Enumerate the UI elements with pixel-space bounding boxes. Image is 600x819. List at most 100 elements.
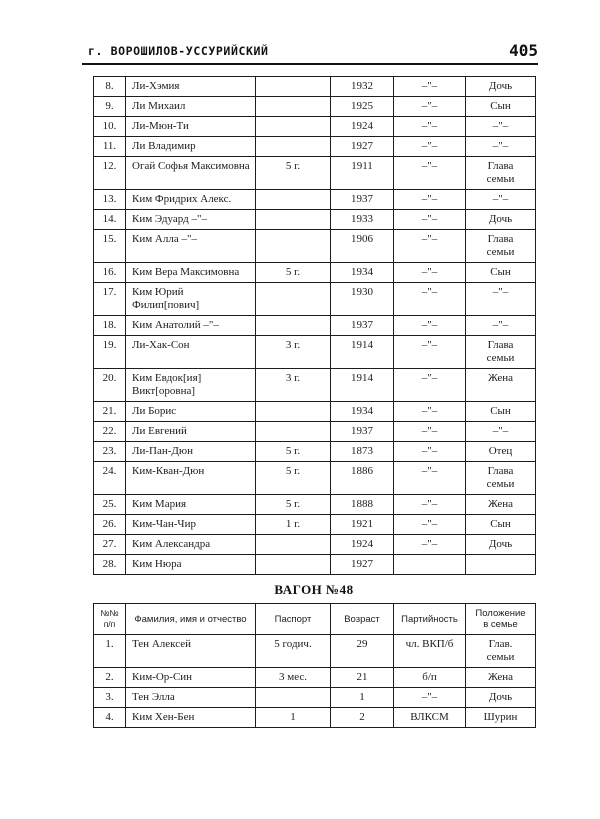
cell-number: 27.	[93, 534, 126, 555]
cell-passport: 5 годич.	[255, 634, 331, 668]
cell-year: 1911	[330, 156, 394, 190]
table-row: 10. Ли-Мюн-Ти 1924 –"– –"–	[93, 116, 536, 137]
cell-age: 29	[330, 634, 394, 668]
cell-family: –"–	[465, 136, 536, 157]
cell-number: 20.	[93, 368, 126, 402]
cell-passport	[255, 421, 331, 442]
cell-year: 1934	[330, 401, 394, 422]
table-row: 3. Тен Элла 1 –"– Дочь	[93, 687, 536, 708]
col-header-party: Партийность	[393, 603, 466, 635]
cell-family: –"–	[465, 421, 536, 442]
cell-family: –"–	[465, 282, 536, 316]
table-row: 16. Ким Вера Максимовна 5 г. 1934 –"– Сын	[93, 262, 536, 283]
table-row: 18. Ким Анатолий –"– 1937 –"– –"–	[93, 315, 536, 336]
table-row: 21. Ли Борис 1934 –"– Сын	[93, 401, 536, 422]
col-header-family: Положение в семье	[465, 603, 536, 635]
cell-party: чл. ВКП/б	[393, 634, 466, 668]
cell-passport: 1 г.	[255, 514, 331, 535]
cell-number: 26.	[93, 514, 126, 535]
cell-party: б/п	[393, 667, 466, 688]
cell-party: –"–	[393, 461, 466, 495]
cell-family: Дочь	[465, 534, 536, 555]
table-row: 27. Ким Александра 1924 –"– Дочь	[93, 534, 536, 555]
table-row: 28. Ким Нюра 1927	[93, 554, 536, 575]
cell-name: Ким Мария	[125, 494, 256, 515]
cell-year: 1933	[330, 209, 394, 230]
cell-year: 1924	[330, 534, 394, 555]
cell-age: 21	[330, 667, 394, 688]
cell-number: 2.	[93, 667, 126, 688]
table-row: 22. Ли Евгений 1937 –"– –"–	[93, 421, 536, 442]
cell-number: 19.	[93, 335, 126, 369]
header-row: №№ п/п Фамилия, имя и отчество Паспорт В…	[93, 603, 536, 635]
cell-passport	[255, 282, 331, 316]
cell-number: 23.	[93, 441, 126, 462]
cell-number: 8.	[93, 76, 126, 97]
table-row: 26. Ким-Чан-Чир 1 г. 1921 –"– Сын	[93, 514, 536, 535]
cell-party: –"–	[393, 229, 466, 263]
cell-family: Жена	[465, 667, 536, 688]
cell-passport: 5 г.	[255, 494, 331, 515]
deportee-table-continued: 8. Ли-Хэмия 1932 –"– Дочь 9. Ли Михаил 1925 –"–…	[93, 76, 536, 575]
cell-name: Ли Борис	[125, 401, 256, 422]
cell-family	[465, 554, 536, 575]
cell-family: Сын	[465, 262, 536, 283]
cell-number: 9.	[93, 96, 126, 117]
cell-family: Дочь	[465, 76, 536, 97]
cell-passport	[255, 116, 331, 137]
cell-family: Глава семьи	[465, 461, 536, 495]
cell-year: 1914	[330, 368, 394, 402]
cell-passport	[255, 687, 331, 708]
cell-year: 1930	[330, 282, 394, 316]
cell-passport	[255, 76, 331, 97]
cell-name: Ли-Мюн-Ти	[125, 116, 256, 137]
cell-name: Ким Эдуард –"–	[125, 209, 256, 230]
cell-year: 1888	[330, 494, 394, 515]
cell-family: Глава семьи	[465, 335, 536, 369]
cell-number: 25.	[93, 494, 126, 515]
cell-name: Ким-Чан-Чир	[125, 514, 256, 535]
cell-party: –"–	[393, 315, 466, 336]
cell-name: Огай Софья Максимовна	[125, 156, 256, 190]
cell-number: 11.	[93, 136, 126, 157]
cell-name: Ким Алла –"–	[125, 229, 256, 263]
cell-name: Ли Владимир	[125, 136, 256, 157]
cell-passport	[255, 229, 331, 263]
cell-passport: 1	[255, 707, 331, 728]
cell-passport: 5 г.	[255, 156, 331, 190]
table-row: 15. Ким Алла –"– 1906 –"– Глава семьи	[93, 229, 536, 263]
cell-number: 28.	[93, 554, 126, 575]
cell-party: –"–	[393, 401, 466, 422]
cell-family: Сын	[465, 514, 536, 535]
page-number: 405	[509, 41, 538, 60]
table-row: 12. Огай Софья Максимовна 5 г. 1911 –"– Глава…	[93, 156, 536, 190]
cell-party: –"–	[393, 441, 466, 462]
cell-year: 1937	[330, 421, 394, 442]
cell-family: Сын	[465, 401, 536, 422]
table-row: 24. Ким-Кван-Дюн 5 г. 1886 –"– Глава семьи	[93, 461, 536, 495]
cell-family: Сын	[465, 96, 536, 117]
cell-year: 1927	[330, 554, 394, 575]
cell-name: Ли-Пан-Дюн	[125, 441, 256, 462]
cell-passport	[255, 136, 331, 157]
table-row: 4. Ким Хен-Бен 1 2 ВЛКСМ Шурин	[93, 707, 536, 728]
cell-passport	[255, 96, 331, 117]
cell-name: Ким Евдок[ия] Викт[оровна]	[125, 368, 256, 402]
cell-name: Ли-Хак-Сон	[125, 335, 256, 369]
cell-passport: 3 г.	[255, 368, 331, 402]
cell-number: 4.	[93, 707, 126, 728]
cell-year: 1886	[330, 461, 394, 495]
cell-number: 22.	[93, 421, 126, 442]
col-header-name: Фамилия, имя и отчество	[125, 603, 256, 635]
cell-name: Ли-Хэмия	[125, 76, 256, 97]
cell-name: Тен Алексей	[125, 634, 256, 668]
cell-passport	[255, 554, 331, 575]
table-row: 23. Ли-Пан-Дюн 5 г. 1873 –"– Отец	[93, 441, 536, 462]
cell-passport	[255, 534, 331, 555]
cell-name: Ким-Ор-Син	[125, 667, 256, 688]
running-header: г. ВОРОШИЛОВ-УССУРИЙСКИЙ	[88, 44, 269, 58]
cell-number: 14.	[93, 209, 126, 230]
cell-name: Тен Элла	[125, 687, 256, 708]
table-row: 2. Ким-Ор-Син 3 мес. 21 б/п Жена	[93, 667, 536, 688]
table-row: 20. Ким Евдок[ия] Викт[оровна] 3 г. 1914 –"–…	[93, 368, 536, 402]
